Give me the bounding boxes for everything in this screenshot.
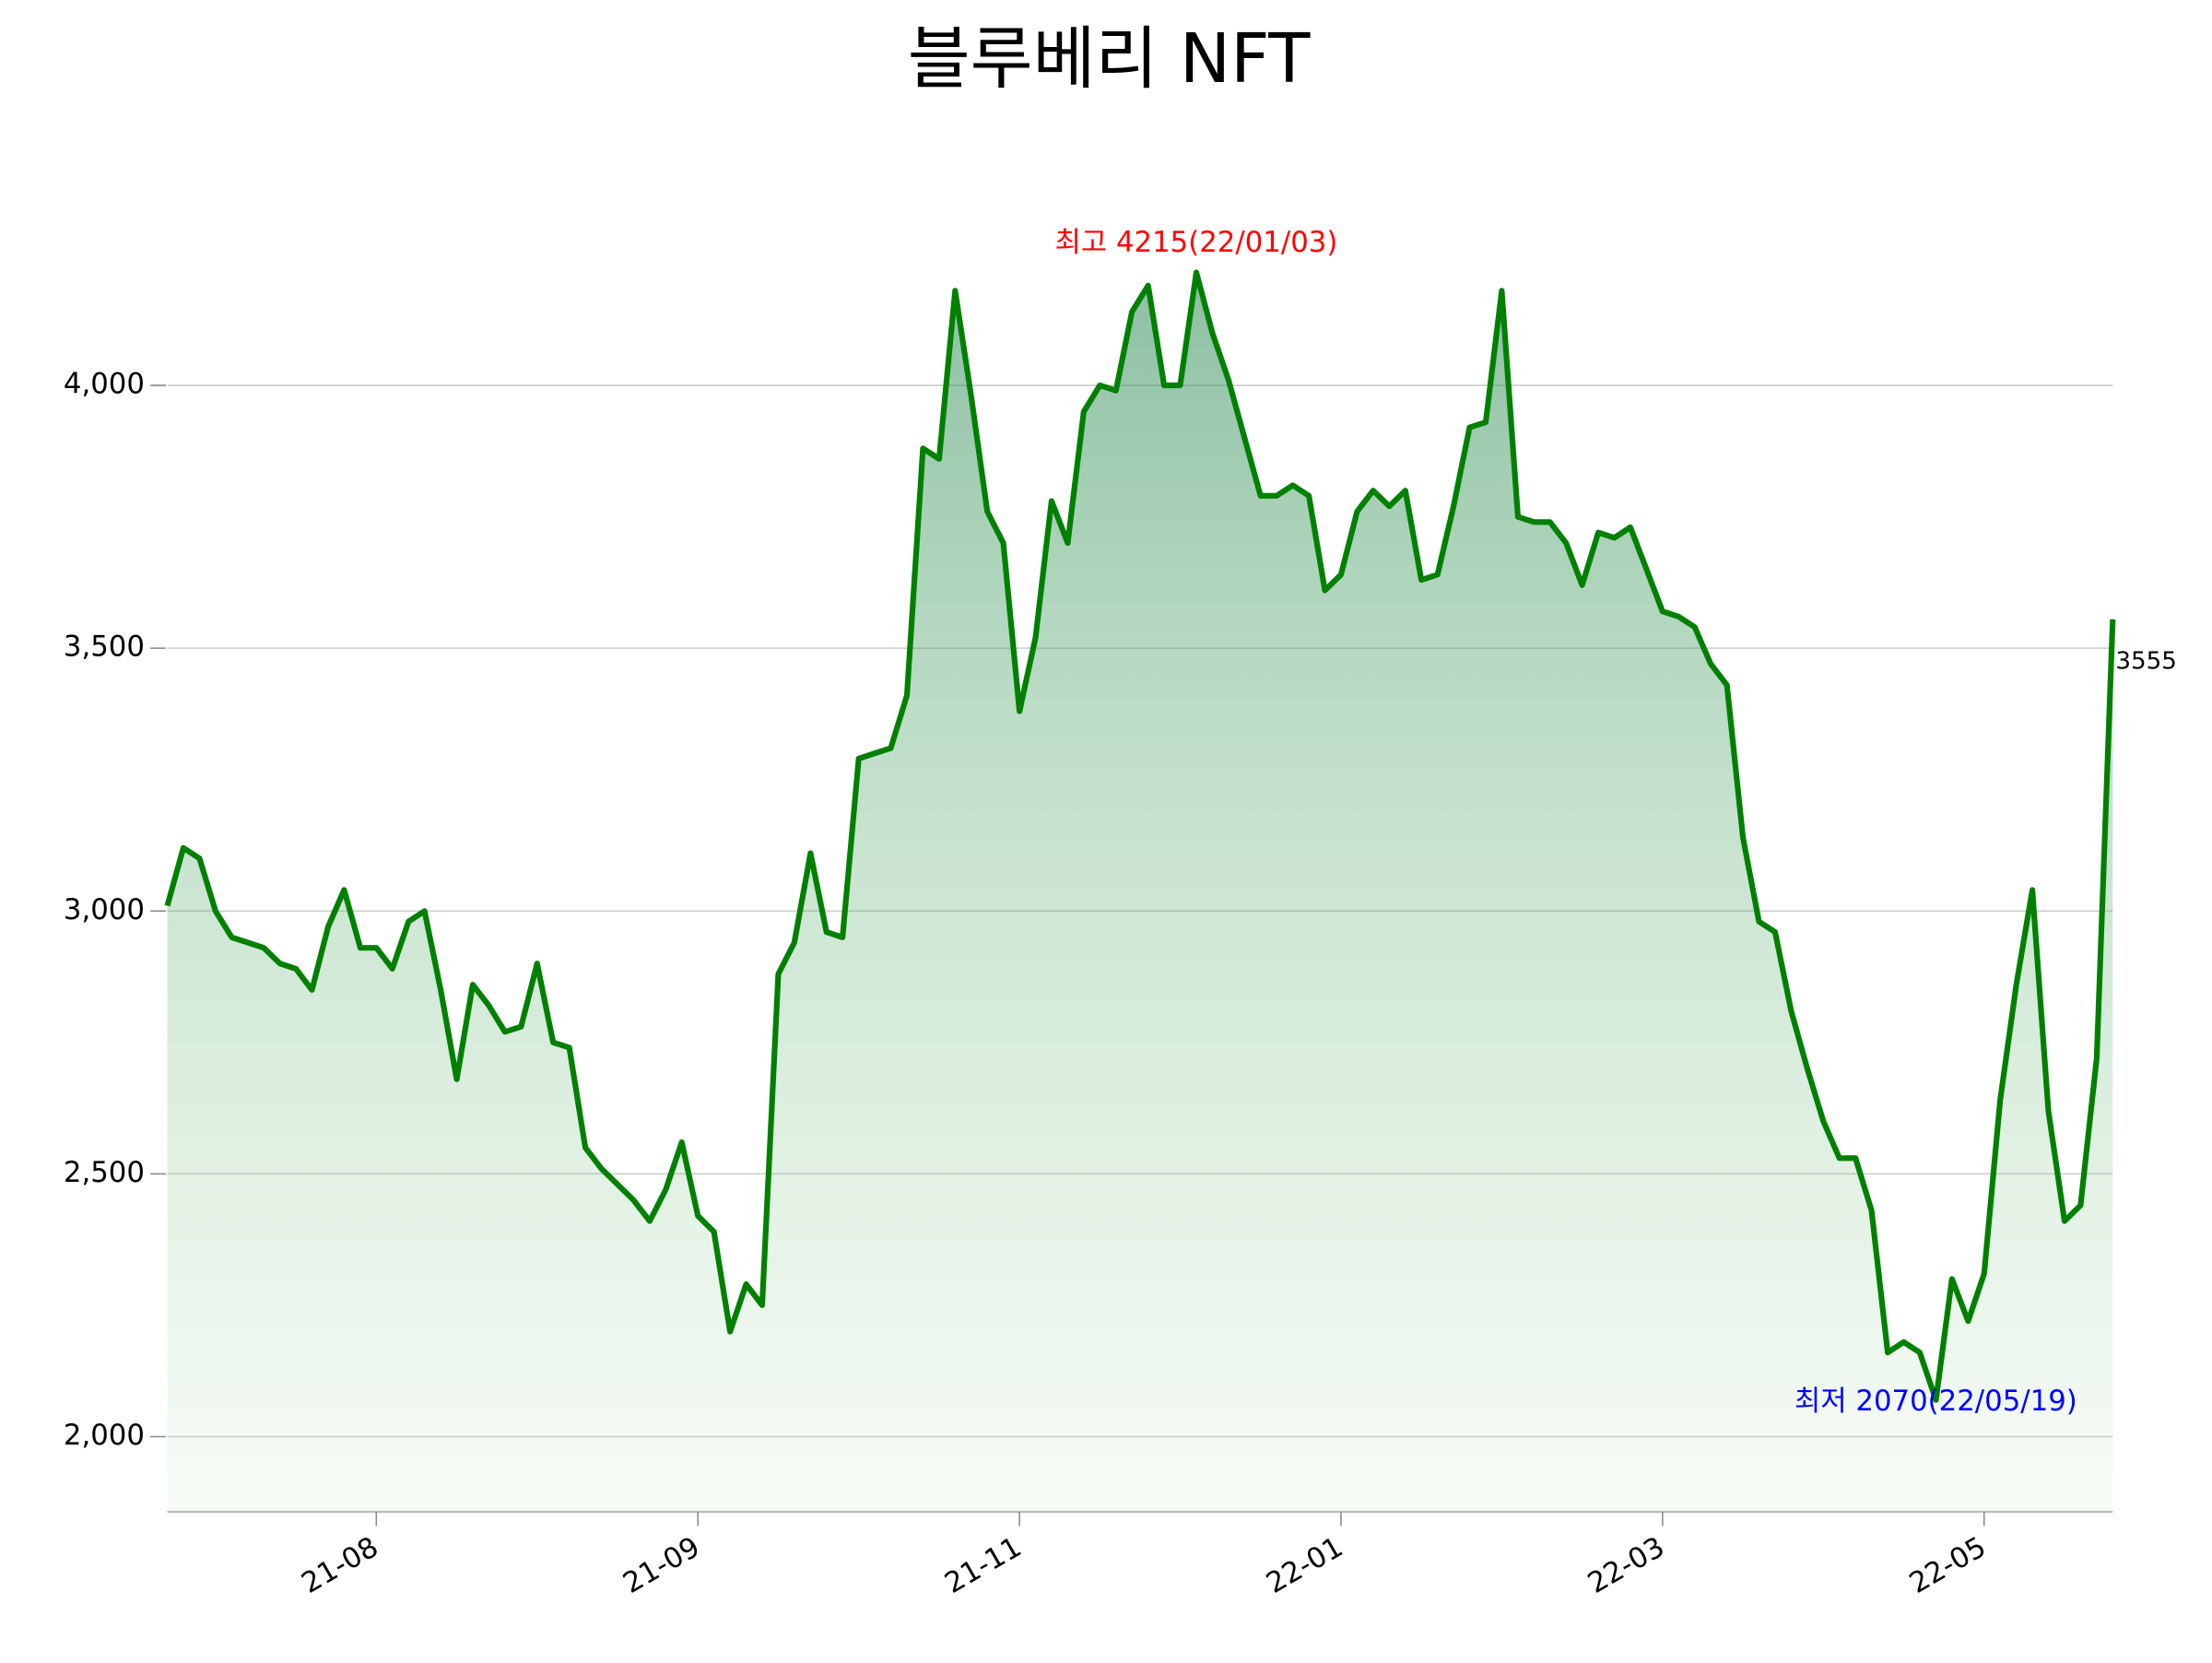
x-tick-label: 21-08 — [296, 1530, 383, 1600]
value-label: 3555 — [2115, 647, 2177, 675]
x-tick-label: 22-01 — [1261, 1530, 1348, 1600]
annotation-high: 최고 4215(22/01/03) — [1055, 226, 1338, 259]
x-tick-label: 22-03 — [1583, 1530, 1670, 1600]
line — [164, 269, 2116, 1403]
x-tick-label: 21-09 — [618, 1530, 705, 1600]
y-tick-label: 3,500 — [64, 631, 145, 664]
y-tick-label: 3,000 — [64, 893, 145, 926]
y-tick-label: 2,000 — [64, 1419, 145, 1452]
y-tick-label: 2,500 — [64, 1156, 145, 1189]
chart-title: 블루베리 NFT — [908, 19, 1312, 99]
x-tick-label: 22-05 — [1904, 1530, 1992, 1600]
x-tick-label: 21-11 — [939, 1530, 1027, 1600]
annotation-low: 최저 2070(22/05/19) — [1794, 1385, 2077, 1418]
y-tick-label: 4,000 — [64, 368, 145, 401]
area — [167, 272, 2113, 1513]
